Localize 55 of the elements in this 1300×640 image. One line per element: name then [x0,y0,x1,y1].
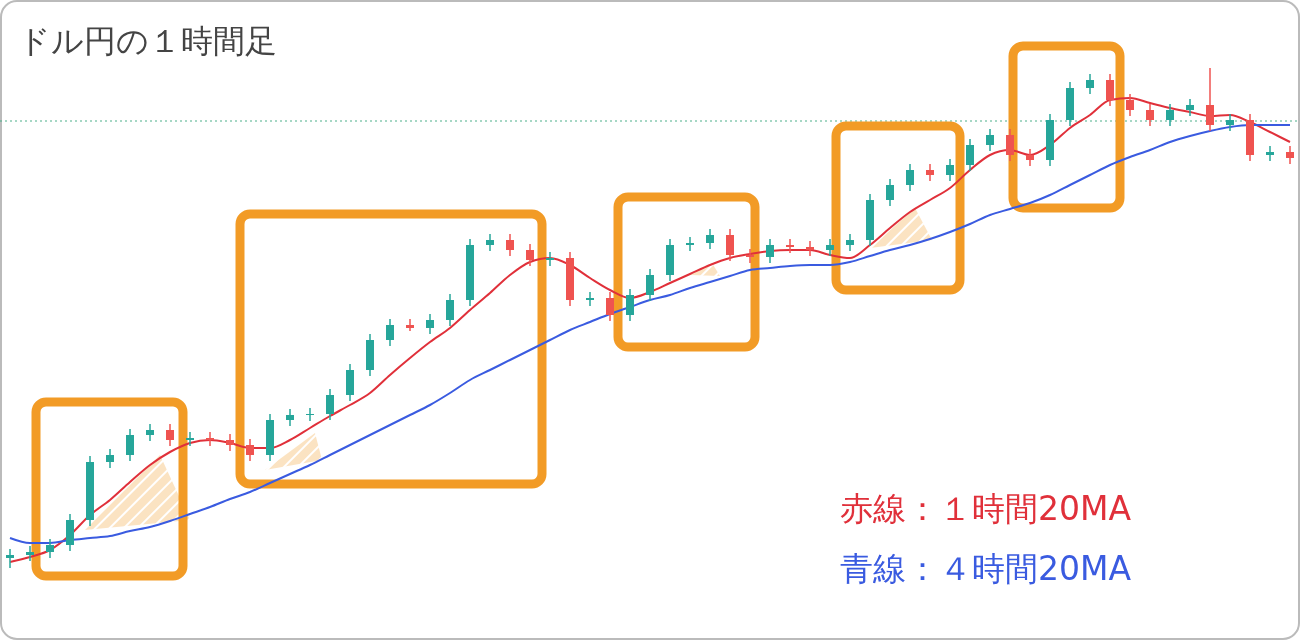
candlestick [126,428,134,462]
candlestick [26,545,34,562]
candlestick [426,313,434,335]
candlestick [766,238,774,264]
candlestick [1006,128,1014,162]
candlestick [1186,98,1194,117]
candlestick [446,293,454,327]
candlestick [546,251,554,267]
candlestick [406,318,414,332]
candlestick [506,233,514,257]
candlestick [786,238,794,254]
candlestick [606,291,614,322]
candlestick [706,228,714,250]
candlestick [246,438,254,462]
candlestick [166,423,174,447]
text: 青線：４時間20MA [840,549,1132,588]
candlestick [886,178,894,207]
candlestick [1106,73,1114,107]
candlestick [686,236,694,252]
candlestick [1166,103,1174,127]
candlestick [986,128,994,152]
candlestick [226,433,234,452]
candlestick [526,243,534,267]
text: 赤線：１時間20MA [840,489,1132,528]
candlestick [806,240,814,257]
candlestick [146,423,154,442]
candlestick [386,318,394,347]
candlestick [306,407,314,422]
candlestick [1146,103,1154,127]
candlestick [1126,93,1134,117]
candlestick [1086,73,1094,95]
chart-title: ドル円の１時間足 [18,22,277,60]
candlestick [106,448,114,469]
candlestick [1266,145,1274,162]
candlestick [186,431,194,447]
candlestick [6,548,14,569]
candlestick [746,248,754,264]
candlestick [926,163,934,182]
candlestick [586,291,594,307]
candlestick [846,233,854,252]
candlestick [726,228,734,262]
candlestick [326,388,334,421]
candlestick [486,233,494,252]
candlestick [626,288,634,322]
candlestick [206,431,214,447]
candlestick [946,158,954,182]
candlestick [286,408,294,427]
candlestick [966,138,974,172]
candlestick [1026,148,1034,167]
candlestick [826,238,834,257]
candlestick [906,163,914,192]
candlestick [646,268,654,302]
candlestick [1206,67,1214,132]
candlestick [46,538,54,559]
candlestick [1226,113,1234,132]
